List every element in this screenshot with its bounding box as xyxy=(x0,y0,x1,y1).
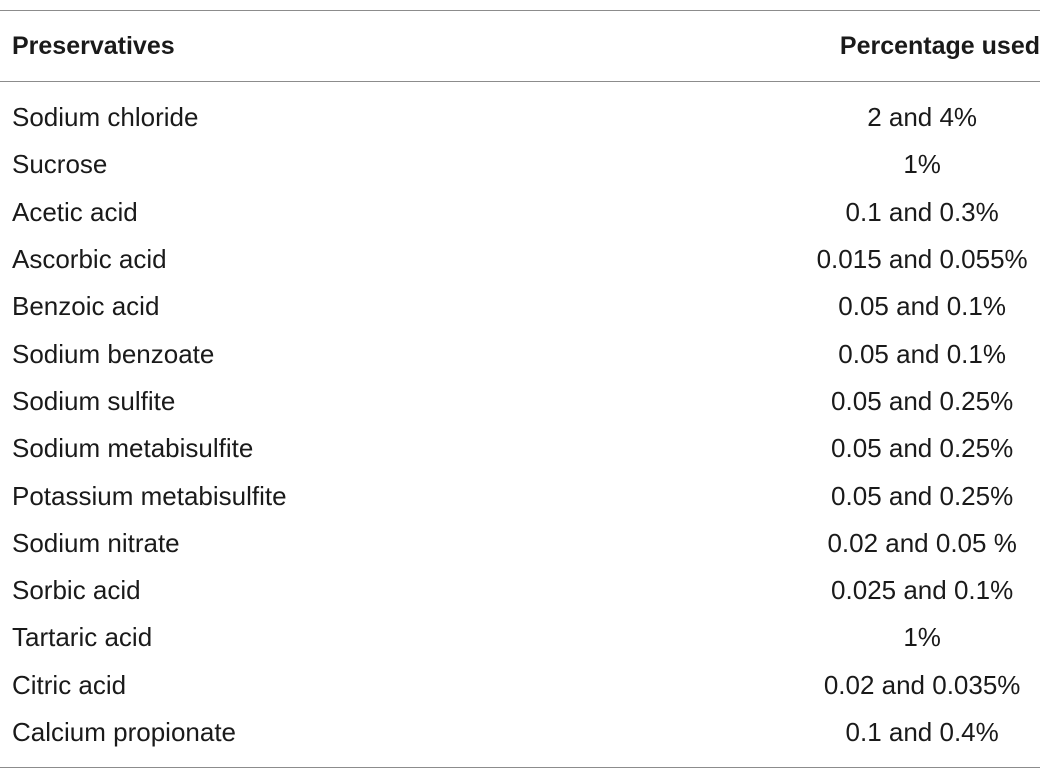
percentage-value: 0.05 and 0.25% xyxy=(831,480,1014,511)
percentage-value: 0.05 and 0.25% xyxy=(831,433,1014,464)
table-row: Sodium metabisulfite 0.05 and 0.25% xyxy=(0,425,1051,472)
percentage-value: 0.1 and 0.3% xyxy=(845,196,999,227)
table-row: Sodium benzoate 0.05 and 0.1% xyxy=(0,330,1051,377)
preservative-name: Sorbic acid xyxy=(12,575,141,606)
table-row: Sodium sulfite 0.05 and 0.25% xyxy=(0,378,1051,425)
percentage-value: 2 and 4% xyxy=(867,102,978,133)
percentage-value: 0.05 and 0.1% xyxy=(838,338,1006,369)
table-row: Potassium metabisulfite 0.05 and 0.25% xyxy=(0,472,1051,519)
preservative-name: Tartaric acid xyxy=(12,622,153,653)
table-body: Sodium chloride 2 and 4% Sucrose 1% Acet… xyxy=(0,82,1051,767)
percentage-value: 0.05 and 0.25% xyxy=(831,385,1014,416)
preservative-name: Sodium sulfite xyxy=(12,385,176,416)
table-row: Sodium chloride 2 and 4% xyxy=(0,94,1051,141)
percentage-value: 1% xyxy=(903,149,941,180)
preservative-name: Benzoic acid xyxy=(12,291,160,322)
percentage-value: 0.02 and 0.035% xyxy=(823,669,1021,700)
table-row: Sodium nitrate 0.02 and 0.05 % xyxy=(0,520,1051,567)
header-percentage-used: Percentage used xyxy=(839,31,1040,60)
preservative-name: Sodium chloride xyxy=(12,102,199,133)
table-row: Sorbic acid 0.025 and 0.1% xyxy=(0,567,1051,614)
percentage-value: 0.015 and 0.055% xyxy=(816,244,1028,275)
preservative-name: Sodium metabisulfite xyxy=(12,433,254,464)
preservative-name: Acetic acid xyxy=(12,196,138,227)
table-top-rule xyxy=(0,10,1040,11)
preservatives-table: Preservatives Percentage used Sodium chl… xyxy=(0,10,1051,769)
table-header-rule xyxy=(0,81,1040,82)
table-row: Acetic acid 0.1 and 0.3% xyxy=(0,189,1051,236)
table-row: Ascorbic acid 0.015 and 0.055% xyxy=(0,236,1051,283)
preservative-name: Potassium metabisulfite xyxy=(12,480,287,511)
table-row: Calcium propionate 0.1 and 0.4% xyxy=(0,709,1051,756)
preservative-name: Sodium benzoate xyxy=(12,338,215,369)
preservative-name: Ascorbic acid xyxy=(12,244,167,275)
preservative-name: Citric acid xyxy=(12,669,127,700)
table-row: Sucrose 1% xyxy=(0,141,1051,188)
percentage-value: 0.1 and 0.4% xyxy=(845,717,999,747)
percentage-value: 0.05 and 0.1% xyxy=(838,291,1006,322)
preservative-name: Sucrose xyxy=(12,149,108,180)
table-row: Tartaric acid 1% xyxy=(0,614,1051,661)
preservative-name: Sodium nitrate xyxy=(12,527,180,558)
header-preservatives: Preservatives xyxy=(12,31,175,60)
percentage-value: 0.02 and 0.05 % xyxy=(827,527,1017,558)
table-row: Citric acid 0.02 and 0.035% xyxy=(0,662,1051,709)
percentage-value: 0.025 and 0.1% xyxy=(831,575,1014,606)
preservative-name: Calcium propionate xyxy=(12,717,237,747)
percentage-value: 1% xyxy=(903,622,941,653)
table-row: Benzoic acid 0.05 and 0.1% xyxy=(0,283,1051,330)
table-header-row: Preservatives Percentage used xyxy=(0,11,1051,81)
table-bottom-rule xyxy=(0,767,1040,769)
